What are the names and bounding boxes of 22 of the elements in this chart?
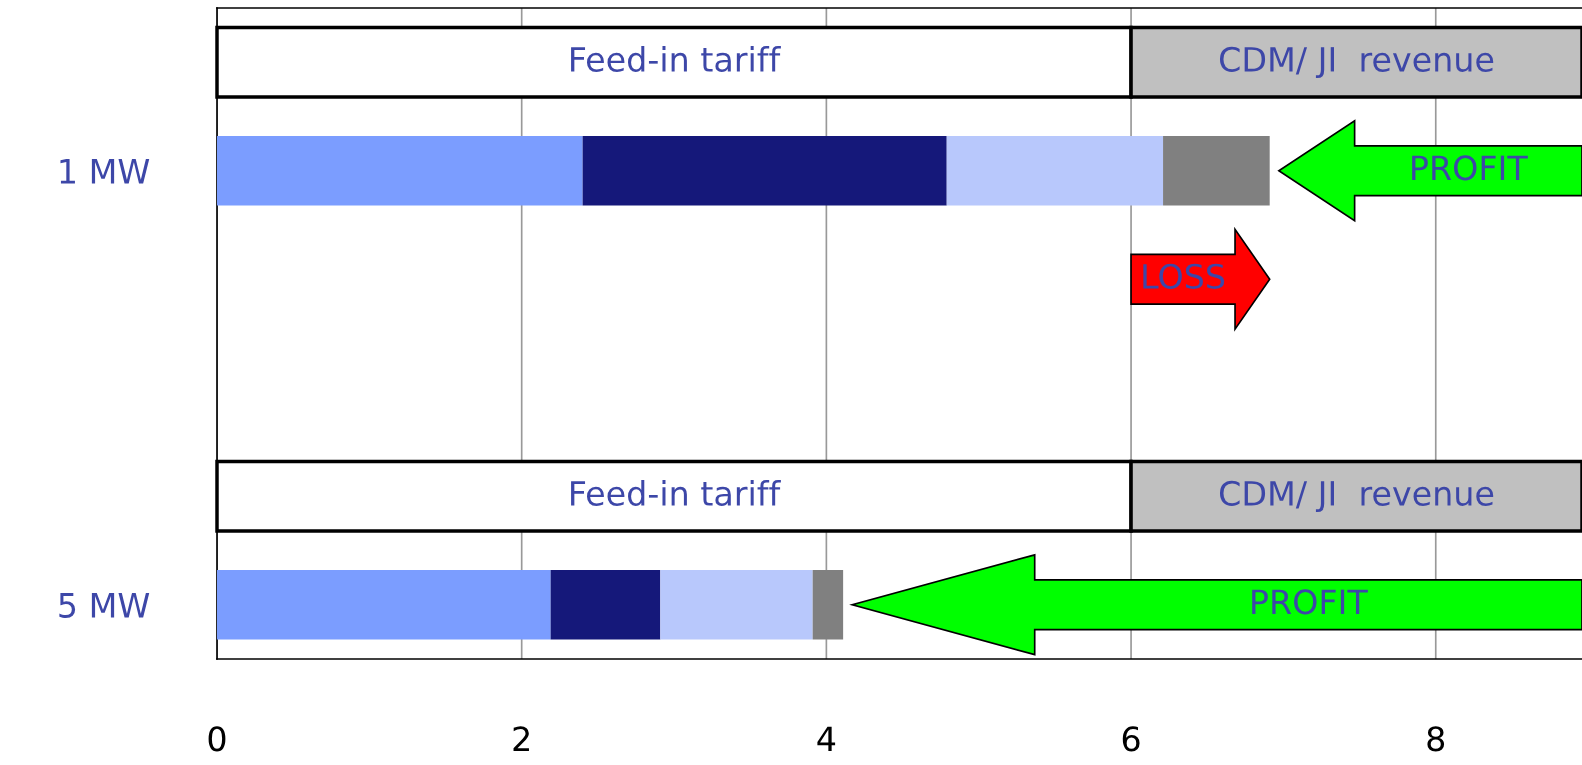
bar [550,570,661,640]
annotation: PROFIT [1252,589,1368,615]
x-tick-label: 6 [1122,726,1140,752]
text: Feed-in tariff [571,480,781,506]
x-tick-label: 8 [1427,726,1445,752]
x-tick-label: 2 [513,726,529,751]
bar [812,570,844,640]
text: CDM/ JI revenue [1219,480,1494,513]
bar [660,570,813,640]
bar [946,136,1164,206]
bar [217,136,583,206]
annotation: LOSS [1143,263,1225,289]
y-tick-label: 5 MW [59,593,150,618]
bar [582,136,947,206]
series-label: Feed-in tariff [571,46,781,72]
bar [217,570,551,640]
y-tick-label: 1 MW [60,159,150,184]
bar [1163,136,1270,206]
x-tick-label: 0 [208,726,226,752]
x-tick-label: 4 [817,726,836,751]
series-label: CDM/ JI revenue [1219,46,1494,79]
annotation: PROFIT [1412,155,1528,181]
